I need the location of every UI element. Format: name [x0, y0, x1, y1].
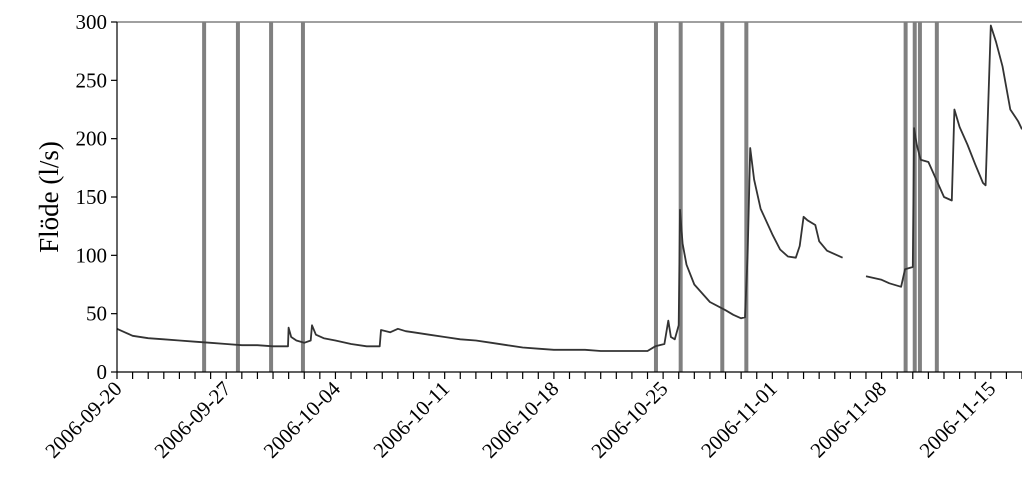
y-tick-label: 100 — [76, 243, 108, 267]
x-tick-label: 2006-11-08 — [805, 377, 891, 463]
x-tick-label: 2006-11-01 — [696, 377, 782, 463]
x-tick-label: 2006-10-25 — [586, 377, 672, 463]
x-tick-label: 2006-10-18 — [477, 377, 563, 463]
y-ticks: 0 50 100 150 200 250 300 — [76, 10, 117, 384]
x-tick-label: 2006-10-11 — [368, 377, 454, 463]
flow-line-segment — [116, 147, 843, 352]
x-tick-label: 2006-09-20 — [40, 377, 126, 463]
x-tick-label: 2006-11-15 — [915, 377, 1001, 463]
axes — [116, 22, 1022, 373]
y-tick-label: 300 — [76, 10, 108, 34]
y-axis-label: Flöde (l/s) — [34, 141, 64, 253]
flow-series — [116, 24, 1022, 352]
flow-line-segment — [865, 24, 1022, 288]
event-lines — [202, 22, 939, 372]
x-tick-label: 2006-09-27 — [149, 377, 235, 463]
y-tick-label: 50 — [86, 302, 107, 326]
x-ticks: 2006-09-20 2006-09-27 2006-10-04 2006-10-11… — [40, 372, 1022, 463]
y-tick-label: 0 — [97, 360, 108, 384]
y-tick-label: 250 — [76, 68, 108, 92]
y-tick-label: 150 — [76, 185, 108, 209]
x-tick-label: 2006-10-04 — [259, 376, 346, 463]
y-tick-label: 200 — [76, 127, 108, 151]
